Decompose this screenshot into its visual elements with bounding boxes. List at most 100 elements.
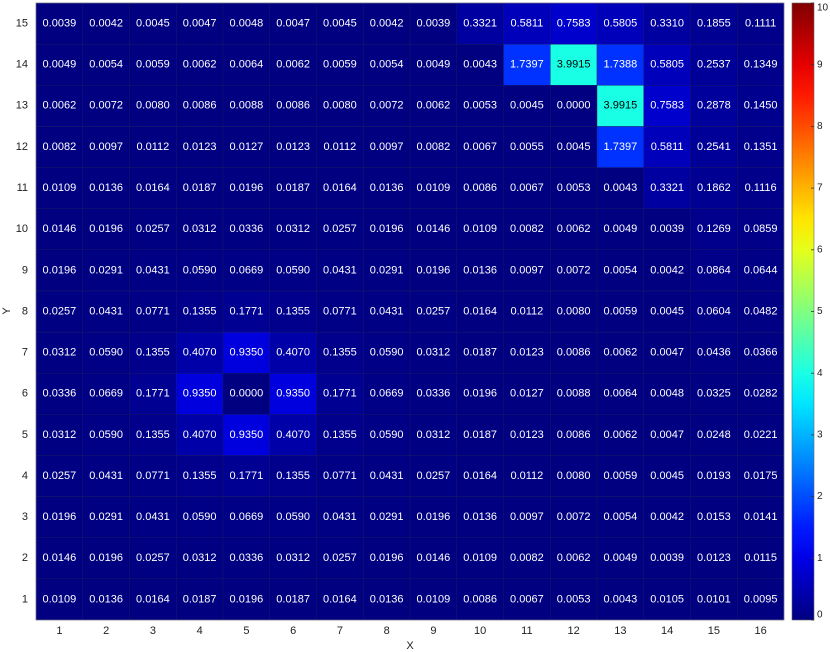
cell-label: 0.0123 bbox=[510, 347, 544, 359]
x-tick-label: 4 bbox=[197, 625, 203, 637]
cell-label: 0.0080 bbox=[323, 100, 357, 112]
heatmap-cell bbox=[222, 578, 270, 621]
cell-label: 0.0590 bbox=[89, 347, 123, 359]
colorbar-tick-label: 7 bbox=[817, 183, 823, 194]
cell-label: 0.0097 bbox=[89, 141, 123, 153]
cell-label: 0.0109 bbox=[417, 182, 451, 194]
heatmap-cell bbox=[269, 249, 317, 292]
cell-label: 0.0049 bbox=[43, 59, 77, 71]
colorbar bbox=[791, 2, 815, 621]
cell-label: 0.0164 bbox=[136, 593, 170, 605]
heatmap-cell bbox=[456, 331, 504, 374]
cell-label: 0.1862 bbox=[697, 182, 731, 194]
colorbar-tick-label: 10 bbox=[817, 3, 829, 14]
heatmap-cell bbox=[550, 331, 598, 374]
cell-label: 0.0136 bbox=[463, 264, 497, 276]
y-tick-label: 4 bbox=[22, 470, 28, 482]
cell-label: 0.0590 bbox=[183, 264, 217, 276]
heatmap-cell bbox=[690, 43, 738, 86]
heatmap-cell bbox=[269, 414, 317, 456]
cell-label: 0.0062 bbox=[557, 552, 591, 564]
cell-label: 0.0047 bbox=[650, 429, 684, 441]
cell-label: 0.0164 bbox=[463, 470, 497, 482]
cell-label: 0.1855 bbox=[697, 17, 731, 29]
cell-label: 0.0146 bbox=[417, 552, 451, 564]
cell-label: 0.0053 bbox=[557, 593, 591, 605]
heatmap-cell bbox=[35, 373, 83, 415]
heatmap-cell bbox=[643, 331, 691, 374]
y-axis-label: Y bbox=[1, 307, 13, 315]
heatmap-cell bbox=[456, 455, 504, 497]
colorbar-tick-label: 1 bbox=[817, 553, 823, 564]
cell-label: 0.0054 bbox=[604, 264, 638, 276]
y-tick-label: 14 bbox=[16, 59, 28, 71]
colorbar-tick-label: 5 bbox=[817, 306, 823, 317]
cell-label: 0.0257 bbox=[43, 305, 77, 317]
heatmap-cell bbox=[129, 414, 177, 456]
heatmap-cell bbox=[82, 249, 130, 292]
heatmap-cell bbox=[737, 373, 785, 415]
heatmap-cell bbox=[35, 2, 83, 45]
heatmap-cell bbox=[269, 208, 317, 251]
cell-label: 0.2541 bbox=[697, 141, 731, 153]
cell-label: 0.0312 bbox=[276, 552, 310, 564]
cell-label: 0.0312 bbox=[417, 347, 451, 359]
x-tick-label: 5 bbox=[243, 625, 249, 637]
cell-label: 0.0257 bbox=[323, 223, 357, 235]
y-tick-label: 11 bbox=[17, 182, 28, 194]
cell-label: 0.0196 bbox=[370, 223, 404, 235]
cell-label: 0.0136 bbox=[463, 511, 497, 523]
cell-label: 0.0164 bbox=[323, 593, 357, 605]
heatmap-cell bbox=[596, 414, 644, 456]
cell-label: 0.0082 bbox=[417, 141, 451, 153]
heatmap-cell bbox=[690, 249, 738, 292]
heatmap-cell bbox=[550, 126, 598, 168]
cell-label: 0.0064 bbox=[230, 59, 264, 71]
cell-label: 0.0059 bbox=[136, 59, 170, 71]
heatmap-cell bbox=[550, 578, 598, 621]
cell-label: 0.0039 bbox=[650, 223, 684, 235]
heatmap-cell bbox=[596, 126, 644, 168]
cell-label: 0.0590 bbox=[89, 429, 123, 441]
cell-label: 0.0431 bbox=[89, 470, 123, 482]
heatmap-cell bbox=[269, 85, 317, 127]
heatmap-cell bbox=[269, 455, 317, 497]
cell-label: 0.0187 bbox=[276, 182, 310, 194]
heatmap-cell bbox=[596, 373, 644, 415]
cell-label: 0.0059 bbox=[604, 305, 638, 317]
heatmap-cell bbox=[409, 414, 457, 456]
heatmap-cell bbox=[316, 290, 364, 333]
heatmap-cell bbox=[176, 43, 224, 86]
cell-label: 0.0043 bbox=[604, 593, 638, 605]
cell-label: 0.0042 bbox=[650, 264, 684, 276]
cell-label: 0.0771 bbox=[323, 305, 357, 317]
heatmap-cell bbox=[222, 537, 270, 580]
cell-label: 0.0141 bbox=[744, 511, 778, 523]
heatmap-cell bbox=[643, 85, 691, 127]
cell-label: 0.0669 bbox=[370, 388, 404, 400]
heatmap-cell bbox=[737, 85, 785, 127]
cell-label: 0.0080 bbox=[557, 470, 591, 482]
y-tick-label: 9 bbox=[22, 264, 28, 276]
heatmap-cell bbox=[596, 249, 644, 292]
cell-label: 0.0045 bbox=[650, 305, 684, 317]
cell-label: 0.1771 bbox=[136, 388, 170, 400]
cell-label: 0.0604 bbox=[697, 305, 731, 317]
cell-label: 0.9350 bbox=[276, 388, 310, 400]
cell-label: 0.0086 bbox=[557, 347, 591, 359]
cell-label: 0.0047 bbox=[276, 17, 310, 29]
heatmap-cell bbox=[690, 208, 738, 251]
heatmap-cell bbox=[82, 414, 130, 456]
y-tick-label: 10 bbox=[16, 223, 28, 235]
heatmap-cell bbox=[222, 126, 270, 168]
x-tick-label: 2 bbox=[103, 625, 109, 637]
cell-label: 0.0062 bbox=[417, 100, 451, 112]
colorbar-tick-label: 3 bbox=[817, 430, 823, 441]
cell-label: 0.0045 bbox=[323, 17, 357, 29]
heatmap-cell bbox=[363, 578, 411, 621]
cell-label: 0.0097 bbox=[510, 511, 544, 523]
cell-label: 0.0054 bbox=[370, 59, 404, 71]
heatmap-cell bbox=[222, 455, 270, 497]
cell-label: 0.0590 bbox=[370, 429, 404, 441]
